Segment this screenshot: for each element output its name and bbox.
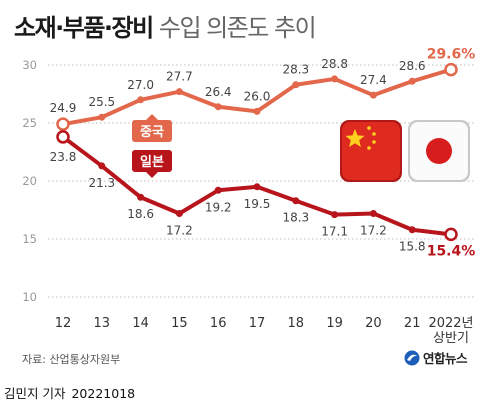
data-point — [214, 186, 222, 194]
data-label: 18.3 — [282, 211, 309, 225]
y-tick-label: 10 — [22, 290, 37, 304]
x-tick-label: 13 — [94, 316, 111, 331]
data-point — [369, 209, 377, 217]
data-label: 19.5 — [244, 197, 271, 211]
chart-title-bold: 소재·부품·장비 — [14, 14, 154, 42]
data-label: 17.2 — [166, 223, 193, 237]
data-point — [408, 77, 416, 85]
x-tick-label: 20 — [365, 316, 382, 331]
data-label: 28.8 — [321, 57, 348, 71]
data-point — [98, 113, 106, 121]
data-label: 27.4 — [360, 73, 387, 87]
x-tick-label: 2022년 상반기 — [428, 316, 473, 346]
data-label: 21.3 — [88, 176, 115, 190]
chart-title-light: 수입 의존도 추이 — [158, 14, 317, 42]
y-tick-label: 25 — [22, 116, 37, 130]
data-point — [408, 226, 416, 234]
y-tick-label: 15 — [22, 232, 37, 246]
agency-logo: 연합뉴스 — [404, 348, 468, 367]
legend-pointer-china — [146, 114, 158, 120]
data-label: 28.3 — [282, 63, 309, 77]
data-label: 18.6 — [127, 207, 154, 221]
data-point — [253, 107, 261, 115]
data-label: 17.2 — [360, 223, 387, 237]
data-label: 28.6 — [399, 59, 426, 73]
data-point — [56, 117, 70, 131]
data-point — [444, 62, 458, 77]
publish-date: 20221018 — [71, 386, 136, 401]
x-tick-label: 14 — [132, 316, 149, 331]
legend-box-japan — [132, 150, 172, 172]
data-point — [175, 209, 183, 217]
data-point — [175, 88, 183, 96]
data-label: 29.6% — [427, 47, 476, 63]
x-tick-label: 16 — [210, 316, 227, 331]
data-point — [98, 162, 106, 170]
data-label: 19.2 — [205, 200, 232, 214]
source-note: 자료: 산업통상자원부 — [22, 353, 121, 366]
author: 김민지 기자 — [4, 386, 66, 401]
data-point — [331, 211, 339, 219]
data-point — [444, 227, 458, 242]
data-point — [331, 75, 339, 83]
y-tick-label: 30 — [22, 58, 37, 72]
data-label: 15.4% — [427, 243, 476, 259]
japan-flag-icon — [408, 120, 470, 182]
y-tick-label: 20 — [22, 174, 37, 188]
data-point — [137, 96, 145, 104]
data-point — [214, 103, 222, 111]
data-point — [292, 81, 300, 89]
data-point — [292, 197, 300, 205]
agency-logo-icon — [404, 350, 420, 365]
x-tick-label: 21 — [404, 316, 421, 331]
x-tick-label: 18 — [288, 316, 305, 331]
legend-label-china: 중국 — [140, 125, 164, 140]
data-point — [56, 130, 70, 144]
x-tick-label: 19 — [326, 316, 343, 331]
legend-label-japan: 일본 — [140, 155, 164, 170]
legend-pointer-japan — [146, 172, 158, 178]
data-label: 17.1 — [321, 225, 348, 239]
x-tick-label: 15 — [171, 316, 188, 331]
x-tick-label: 12 — [55, 316, 72, 331]
x-tick-label: 17 — [249, 316, 266, 331]
data-point — [137, 193, 145, 201]
data-label: 15.8 — [399, 240, 426, 254]
data-label: 26.0 — [244, 89, 271, 103]
data-label: 23.8 — [50, 150, 77, 164]
agency-name: 연합뉴스 — [423, 351, 468, 366]
data-label: 27.0 — [127, 78, 154, 92]
data-point — [253, 183, 261, 191]
legend-box-china — [132, 120, 172, 142]
data-label: 24.9 — [50, 101, 77, 115]
china-flag-icon — [340, 120, 402, 182]
chart-title: 소재·부품·장비 수입 의존도 추이 — [14, 8, 317, 43]
data-label: 27.7 — [166, 70, 193, 84]
data-point — [369, 91, 377, 99]
byline: 김민지 기자 20221018 — [4, 383, 135, 402]
data-label: 26.4 — [205, 85, 232, 99]
data-label: 25.5 — [88, 95, 115, 109]
